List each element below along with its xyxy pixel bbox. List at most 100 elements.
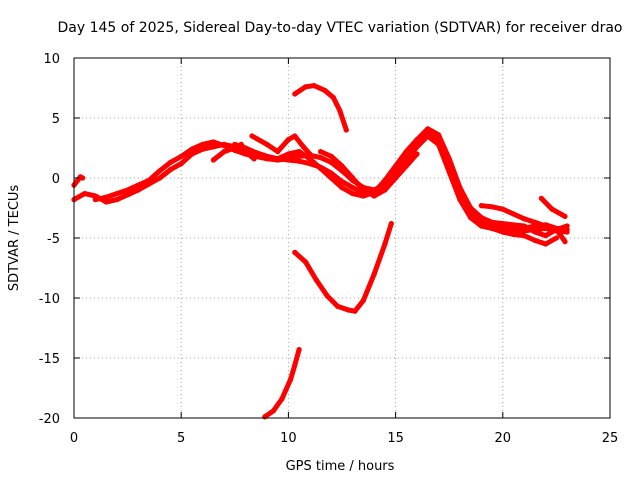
data-point [562,213,568,219]
data-point [285,156,291,162]
data-point [285,151,291,157]
series-line-track-8 [318,149,420,199]
data-point [322,87,328,93]
data-point [125,192,131,198]
data-point [553,235,560,241]
data-point [328,159,334,165]
series-line-track-13 [292,221,394,314]
data-point [382,177,388,183]
data-point [328,153,334,159]
data-point [543,233,549,239]
data-point [510,222,517,228]
data-point [435,133,442,139]
data-point [135,187,141,193]
data-point [500,221,506,227]
data-point [543,223,549,229]
data-point [311,83,317,89]
x-tick-label: 5 [177,431,185,446]
data-point [393,175,399,181]
data-point [307,151,313,157]
y-tick-label: -10 [39,292,60,307]
data-point [82,191,88,197]
data-point [264,153,270,159]
data-point [296,347,302,353]
data-point [360,297,366,303]
data-point [221,149,227,155]
data-point [335,303,341,309]
data-point [352,308,358,314]
data-point [478,203,484,209]
data-point [189,146,195,152]
data-point [337,108,343,114]
data-point [80,175,86,181]
data-point [300,144,306,150]
data-point [510,211,517,217]
data-point [221,143,227,149]
data-point [549,206,555,212]
data-point [521,223,527,229]
x-tick-label: 15 [387,431,404,446]
y-tick-label: -20 [39,412,60,427]
data-point [178,161,184,167]
data-point [500,206,506,212]
data-point [92,197,98,203]
data-point [285,137,291,143]
data-point [318,149,324,155]
data-point [296,158,302,164]
data-point [264,141,270,147]
data-point [324,293,330,299]
data-point [562,239,568,245]
data-point [125,187,131,193]
data-point [232,141,238,147]
data-point [489,225,495,231]
data-point [510,231,517,237]
data-point [313,277,319,283]
y-tick-label: -15 [39,352,60,367]
data-point [238,141,244,147]
data-point [210,139,216,145]
data-point [114,191,120,197]
data-point [360,187,366,193]
data-point [270,408,276,414]
data-point [200,141,206,147]
data-point [330,95,336,101]
data-point [232,145,238,151]
x-tick-label: 10 [280,431,297,446]
data-point [371,193,377,199]
data-point [275,149,281,155]
data-point [339,163,345,169]
data-point [251,156,257,162]
series-line-track-14 [262,347,302,420]
data-point [292,91,298,97]
data-point [425,129,431,135]
data-point [553,227,560,233]
data-point [478,217,484,223]
series-line-track-12 [292,83,349,133]
data-point [339,179,345,185]
data-point [350,175,356,181]
data-point [200,146,206,152]
data-point [393,163,399,169]
data-point [242,149,249,155]
data-point [275,156,281,162]
data-point [532,237,538,243]
data-point [403,149,409,155]
data-point [157,168,163,174]
data-point [296,149,302,155]
data-point [521,216,527,222]
data-point [318,165,324,171]
data-point [103,199,109,205]
data-point [287,377,294,383]
data-point [262,414,268,420]
data-point [350,191,356,197]
data-point [292,362,298,368]
data-point [339,185,345,191]
data-point [167,167,174,173]
data-point [328,175,334,181]
data-point [253,150,259,156]
data-point [292,249,298,255]
data-point [489,219,495,225]
data-point [279,396,285,402]
y-axis-label: SDTVAR / TECUs [7,185,22,292]
